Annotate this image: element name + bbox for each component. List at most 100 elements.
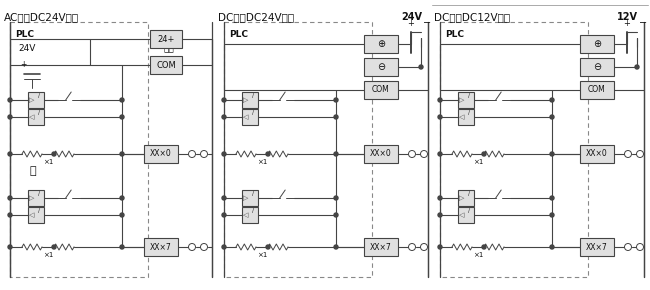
Circle shape [8,115,12,119]
Text: ◁: ◁ [29,114,34,120]
Circle shape [266,245,270,249]
Text: ◁: ◁ [29,212,34,218]
Text: /: / [468,92,471,98]
Circle shape [482,245,486,249]
Bar [364,145,398,163]
Text: ◁: ◁ [459,114,464,120]
Circle shape [482,152,486,156]
Circle shape [550,98,554,102]
Text: /: / [38,190,40,196]
Circle shape [438,245,442,249]
Text: ×1: ×1 [473,252,483,258]
Circle shape [550,213,554,217]
Text: /: / [252,109,254,115]
Text: /: / [468,207,471,213]
Text: ◁: ◁ [459,212,464,218]
Bar [28,207,44,223]
Circle shape [8,196,12,200]
Text: 辅助: 辅助 [164,32,175,41]
Bar [144,145,178,163]
Text: COM: COM [156,61,176,70]
Circle shape [334,115,338,119]
Text: +: + [20,60,27,69]
Circle shape [120,213,124,217]
Bar [28,190,44,206]
Text: ×1: ×1 [43,159,53,165]
Circle shape [550,115,554,119]
Text: PLC: PLC [15,30,34,39]
Text: /: / [252,207,254,213]
Text: ◁: ◁ [243,212,248,218]
Circle shape [625,244,632,251]
Text: 电源: 电源 [164,44,175,53]
Circle shape [222,98,226,102]
Circle shape [8,152,12,156]
Circle shape [408,151,415,157]
Circle shape [188,151,196,157]
Circle shape [635,65,639,69]
Text: ⊖: ⊖ [377,62,385,72]
Text: −: − [639,18,647,28]
Text: XX×7: XX×7 [370,242,392,251]
Text: /: / [38,207,40,213]
Circle shape [636,244,644,251]
Text: ×1: ×1 [257,252,267,258]
Text: ▷: ▷ [29,195,34,201]
Circle shape [120,196,124,200]
Circle shape [421,151,428,157]
Text: /: / [252,190,254,196]
Circle shape [334,196,338,200]
Circle shape [200,244,207,251]
Circle shape [550,245,554,249]
Circle shape [8,213,12,217]
Bar [364,58,398,76]
Text: ▷: ▷ [243,195,248,201]
Text: 24V: 24V [401,12,422,22]
Circle shape [334,98,338,102]
Text: PLC: PLC [229,30,248,39]
Bar [150,30,182,48]
Bar [242,92,258,108]
Circle shape [438,98,442,102]
Text: ⊖: ⊖ [593,62,601,72]
Text: /: / [468,109,471,115]
Bar [458,92,474,108]
Text: 12V: 12V [617,12,638,22]
Bar [364,238,398,256]
Circle shape [438,196,442,200]
Bar [144,238,178,256]
Bar [28,109,44,125]
Text: ◁: ◁ [243,114,248,120]
Text: 24V: 24V [18,44,35,53]
Text: ×1: ×1 [257,159,267,165]
Circle shape [120,152,124,156]
Text: XX×7: XX×7 [150,242,172,251]
Text: /: / [468,190,471,196]
Circle shape [438,115,442,119]
Bar [458,190,474,206]
Circle shape [438,213,442,217]
Circle shape [222,115,226,119]
Text: XX×7: XX×7 [586,242,608,251]
Circle shape [266,152,270,156]
Bar [458,207,474,223]
Text: ▷: ▷ [243,97,248,103]
Bar [458,109,474,125]
Circle shape [120,245,124,249]
Circle shape [52,152,56,156]
Circle shape [52,245,56,249]
Text: ×1: ×1 [43,252,53,258]
Circle shape [419,65,423,69]
Bar [10,22,148,277]
Circle shape [188,244,196,251]
Bar [242,207,258,223]
Text: COM: COM [372,86,390,95]
Circle shape [408,244,415,251]
Text: XX×0: XX×0 [586,150,608,159]
Circle shape [8,98,12,102]
Text: +: + [623,19,630,28]
Text: PLC: PLC [445,30,464,39]
Text: 〇: 〇 [30,166,36,176]
Circle shape [222,152,226,156]
Bar [580,145,614,163]
